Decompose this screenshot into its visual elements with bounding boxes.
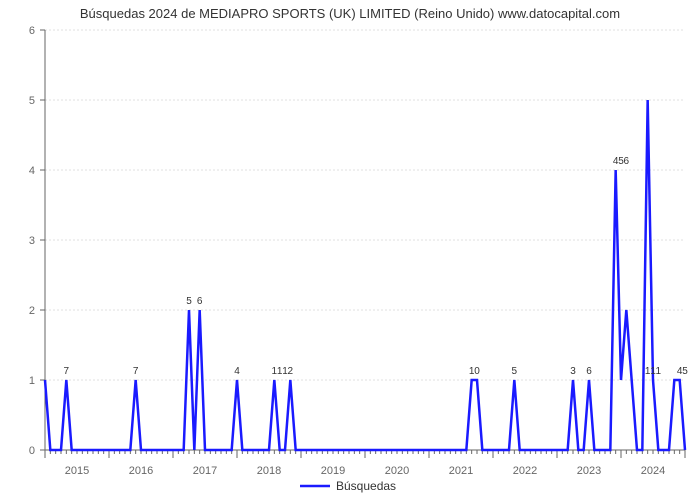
x-year-label: 2018 — [257, 465, 281, 477]
tick-label-y: 0 — [29, 445, 35, 457]
x-year-label: 2021 — [449, 465, 473, 477]
tick-label-y: 2 — [29, 305, 35, 317]
point-label: 0 — [474, 366, 480, 377]
x-year-label: 2024 — [641, 465, 665, 477]
point-label: 7 — [64, 366, 70, 377]
tick-label-y: 5 — [29, 95, 35, 107]
point-label: 6 — [197, 296, 203, 307]
point-label: 7 — [133, 366, 139, 377]
point-label: 4 — [234, 366, 240, 377]
x-year-label: 2015 — [65, 465, 89, 477]
tick-label-y: 1 — [29, 375, 35, 387]
chart-title: Búsquedas 2024 de MEDIAPRO SPORTS (UK) L… — [80, 6, 620, 21]
point-label: 5 — [186, 296, 192, 307]
legend-label: Búsquedas — [336, 479, 396, 493]
tick-label-y: 3 — [29, 235, 35, 247]
tick-label-y: 6 — [29, 25, 35, 37]
x-year-label: 2023 — [577, 465, 601, 477]
x-year-label: 2019 — [321, 465, 345, 477]
point-label: 2 — [288, 366, 294, 377]
point-label: 1 — [656, 366, 662, 377]
point-label: 3 — [570, 366, 576, 377]
point-label: 5 — [682, 366, 688, 377]
x-year-label: 2016 — [129, 465, 153, 477]
x-year-label: 2022 — [513, 465, 537, 477]
chart-svg: Búsquedas 2024 de MEDIAPRO SPORTS (UK) L… — [0, 0, 700, 500]
point-label: 6 — [624, 156, 630, 167]
tick-label-y: 4 — [29, 165, 35, 177]
point-label: 6 — [586, 366, 592, 377]
chart-container: Búsquedas 2024 de MEDIAPRO SPORTS (UK) L… — [0, 0, 700, 500]
x-year-label: 2020 — [385, 465, 409, 477]
x-year-label: 2017 — [193, 465, 217, 477]
point-label: 5 — [512, 366, 518, 377]
data-line — [45, 100, 685, 450]
